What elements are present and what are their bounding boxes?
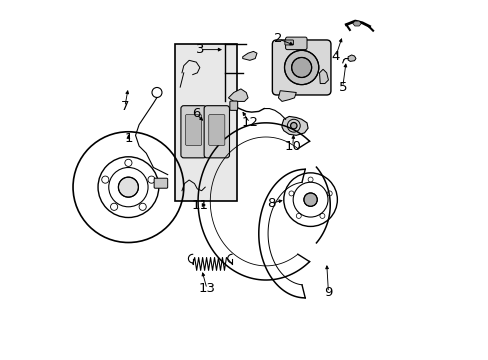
Text: 12: 12 bbox=[241, 116, 258, 129]
FancyBboxPatch shape bbox=[181, 106, 206, 158]
Polygon shape bbox=[278, 91, 296, 102]
Circle shape bbox=[284, 50, 318, 85]
Text: 2: 2 bbox=[274, 32, 282, 45]
Text: 3: 3 bbox=[195, 43, 203, 56]
Text: 1: 1 bbox=[124, 132, 132, 145]
Polygon shape bbox=[282, 116, 307, 135]
Text: 6: 6 bbox=[192, 107, 200, 120]
FancyBboxPatch shape bbox=[272, 40, 330, 95]
Text: 7: 7 bbox=[121, 100, 129, 113]
Polygon shape bbox=[242, 51, 257, 60]
Text: 5: 5 bbox=[338, 81, 346, 94]
FancyBboxPatch shape bbox=[154, 178, 167, 188]
Text: 10: 10 bbox=[284, 140, 301, 153]
Polygon shape bbox=[352, 21, 361, 26]
FancyBboxPatch shape bbox=[203, 106, 229, 158]
Text: 8: 8 bbox=[266, 197, 275, 210]
Text: 4: 4 bbox=[331, 50, 339, 63]
Text: 13: 13 bbox=[198, 283, 215, 296]
Polygon shape bbox=[319, 69, 328, 84]
FancyBboxPatch shape bbox=[285, 40, 293, 45]
FancyBboxPatch shape bbox=[229, 101, 237, 111]
FancyBboxPatch shape bbox=[208, 114, 224, 145]
Text: 9: 9 bbox=[324, 286, 332, 299]
Circle shape bbox=[118, 177, 138, 197]
Polygon shape bbox=[228, 89, 247, 102]
Circle shape bbox=[291, 58, 311, 77]
FancyBboxPatch shape bbox=[285, 37, 306, 50]
Text: 11: 11 bbox=[191, 198, 208, 212]
Bar bbox=[175, 44, 237, 202]
Circle shape bbox=[303, 193, 317, 206]
Polygon shape bbox=[347, 55, 355, 62]
Circle shape bbox=[290, 122, 296, 129]
FancyBboxPatch shape bbox=[185, 114, 201, 145]
